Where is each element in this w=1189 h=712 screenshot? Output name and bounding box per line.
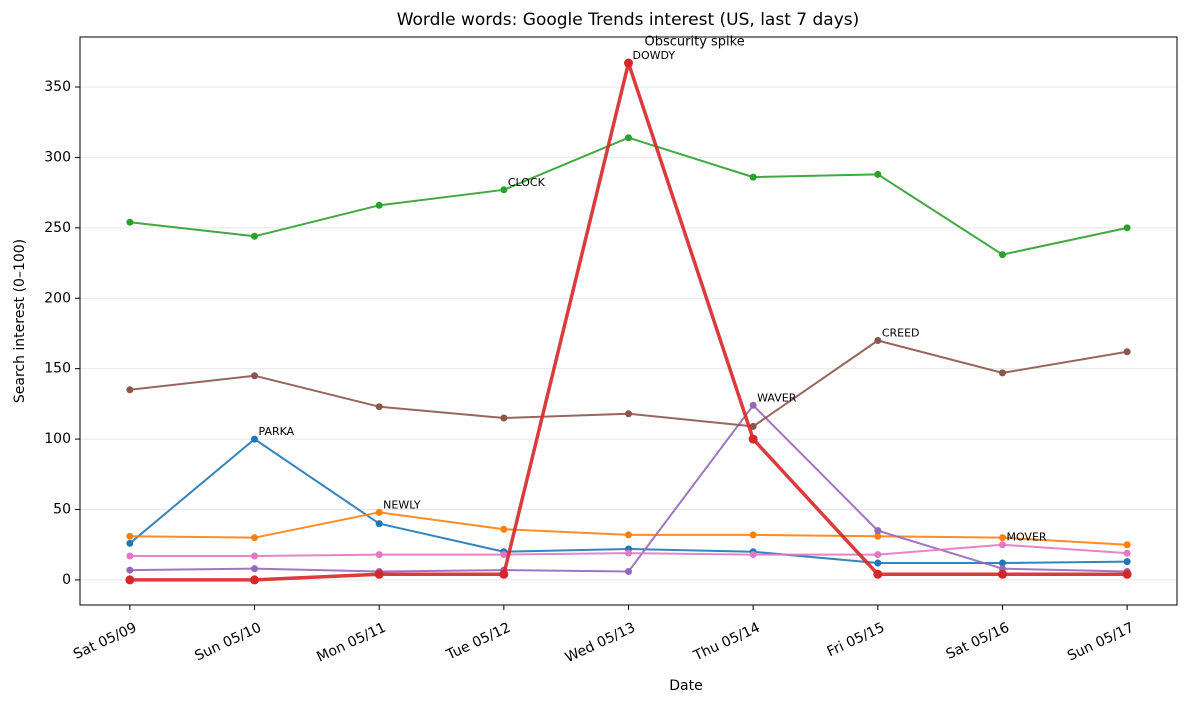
x-tick-label: Tue 05/12: [443, 620, 513, 664]
data-point: [625, 531, 632, 539]
data-point: [500, 414, 508, 422]
data-point: [1122, 569, 1132, 579]
data-point: [251, 372, 259, 380]
data-point: [749, 401, 757, 409]
data-point: [375, 201, 383, 209]
data-point: [251, 435, 259, 443]
data-point: [997, 569, 1007, 579]
data-point: [251, 534, 259, 542]
annotation: WAVER: [757, 391, 797, 404]
data-point: [375, 403, 383, 411]
data-point: [126, 566, 134, 574]
annotation: CLOCK: [508, 176, 546, 189]
data-point: [874, 527, 882, 535]
data-point: [749, 531, 757, 539]
data-point: [126, 532, 134, 540]
data-point: [625, 134, 632, 142]
data-point: [998, 541, 1006, 549]
data-point: [1123, 348, 1131, 356]
data-point: [499, 569, 509, 579]
annotation: PARKA: [259, 425, 295, 438]
data-point: [874, 559, 882, 567]
data-point: [375, 551, 383, 559]
data-point: [874, 532, 882, 540]
y-axis-label: Search interest (0–100): [12, 239, 28, 403]
data-point: [250, 575, 260, 585]
data-point: [500, 186, 508, 194]
x-tick-label: Wed 05/13: [563, 620, 638, 666]
annotation: DOWDY: [633, 49, 676, 62]
data-point: [126, 218, 134, 226]
data-point: [375, 520, 383, 528]
data-point: [1123, 558, 1131, 566]
y-tick-label: 100: [44, 431, 71, 447]
data-point: [625, 549, 632, 557]
data-point: [749, 422, 757, 430]
data-point: [126, 552, 134, 560]
x-tick-label: Sun 05/10: [192, 620, 264, 665]
series-line: [129, 438, 1128, 565]
data-point: [749, 551, 757, 559]
x-axis-label: Date: [669, 678, 702, 694]
annotation: MOVER: [1006, 531, 1046, 544]
data-point: [998, 559, 1006, 567]
x-tick-label: Thu 05/14: [690, 620, 762, 665]
series-line: [129, 511, 1128, 546]
data-point: [375, 508, 383, 516]
data-point: [251, 552, 259, 560]
data-point: [625, 567, 632, 575]
data-point: [874, 170, 882, 178]
x-tick-label: Sat 05/16: [944, 620, 1012, 663]
y-tick-label: 250: [44, 220, 71, 236]
data-point: [748, 434, 758, 444]
y-tick-label: 0: [62, 572, 71, 588]
data-point: [126, 386, 134, 394]
annotation: NEWLY: [383, 498, 421, 511]
data-point: [749, 173, 757, 181]
data-point: [874, 551, 882, 559]
x-tick-label: Sat 05/09: [71, 620, 139, 663]
data-point: [874, 337, 882, 345]
y-tick-label: 350: [44, 79, 71, 95]
spike-annotation: Obscurity spike: [645, 35, 745, 50]
data-point: [374, 569, 384, 579]
data-point: [1123, 224, 1131, 232]
chart-title: Wordle words: Google Trends interest (US…: [397, 10, 860, 30]
y-tick-label: 300: [44, 149, 71, 165]
data-point: [1123, 541, 1131, 549]
data-point: [125, 575, 135, 585]
data-point: [624, 58, 633, 68]
data-point: [251, 565, 259, 573]
series-line: [129, 136, 1128, 256]
data-point: [873, 569, 883, 579]
data-point: [500, 551, 508, 559]
y-tick-label: 150: [44, 361, 71, 377]
data-point: [998, 369, 1006, 377]
data-point: [625, 410, 632, 418]
data-point: [998, 251, 1006, 259]
data-point: [1123, 549, 1131, 557]
y-tick-label: 200: [44, 290, 71, 306]
y-tick-label: 50: [53, 502, 71, 518]
plot-frame: [79, 36, 1178, 606]
x-tick-label: Sun 05/17: [1065, 620, 1137, 665]
data-point: [251, 232, 259, 240]
x-tick-label: Fri 05/15: [825, 620, 887, 660]
annotation: CREED: [882, 327, 920, 340]
data-point: [500, 525, 508, 533]
x-tick-label: Mon 05/11: [314, 620, 388, 666]
data-point: [126, 539, 134, 547]
data-point: [998, 534, 1006, 542]
